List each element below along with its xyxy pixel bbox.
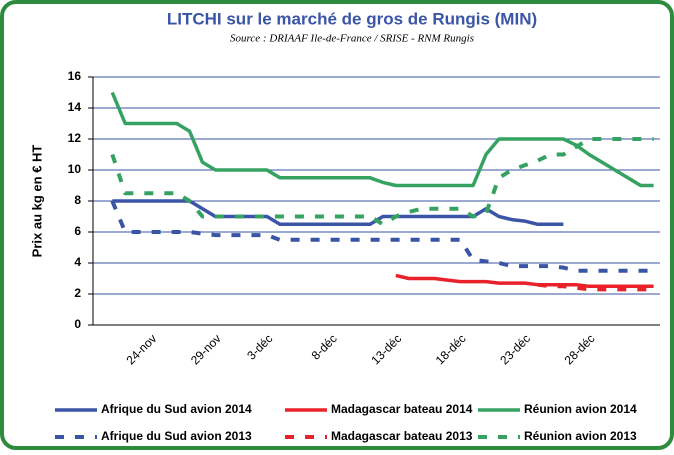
y-tick-label: 8 <box>74 193 81 207</box>
y-tick-label: 14 <box>68 100 82 114</box>
legend-label: Madagascar bateau 2013 <box>331 429 473 443</box>
legend-label: Réunion avion 2013 <box>524 429 637 443</box>
legend-label: Réunion avion 2014 <box>524 402 637 416</box>
legend-label: Madagascar bateau 2014 <box>331 402 473 416</box>
y-tick-label: 4 <box>74 255 81 269</box>
series-line <box>110 137 654 227</box>
y-tick-label: 2 <box>74 286 81 300</box>
y-tick-label: 12 <box>68 131 82 145</box>
y-tick-label: 10 <box>68 162 82 176</box>
legend-label: Afrique du Sud avion 2013 <box>101 429 252 443</box>
series-line <box>110 91 654 188</box>
chart-subtitle: Source : DRIAAF Ile-de-France / SRISE - … <box>230 33 474 45</box>
series-line <box>395 273 654 289</box>
chart-title: LITCHI sur le marché de gros de Rungis (… <box>167 9 537 28</box>
legend-label: Afrique du Sud avion 2014 <box>101 402 252 416</box>
y-tick-label: 6 <box>74 224 81 238</box>
y-tick-label: 0 <box>74 317 81 331</box>
y-tick-label: 16 <box>68 69 82 83</box>
series-line <box>110 200 654 273</box>
y-axis-label: Prix au kg en € HT <box>29 145 44 258</box>
